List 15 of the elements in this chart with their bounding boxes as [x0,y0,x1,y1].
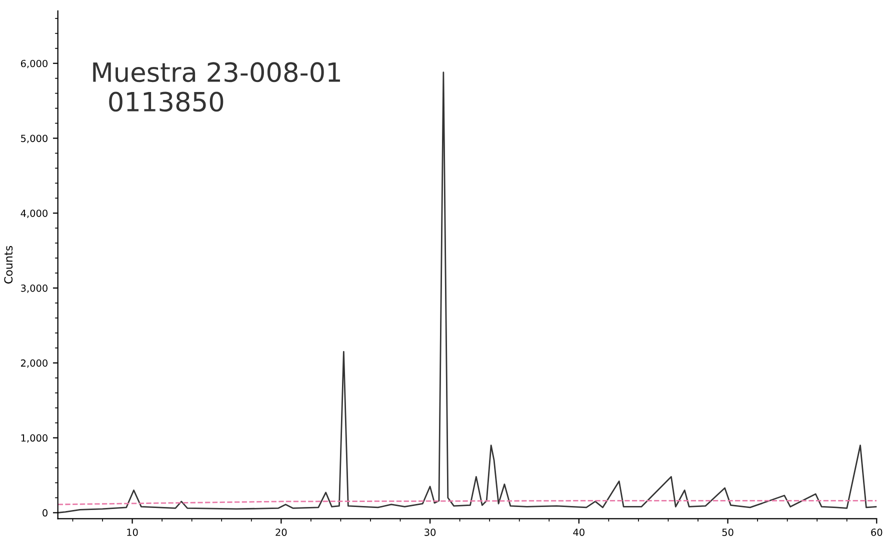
y-tick-label: 2,000 [21,359,48,368]
y-tick-label: 4,000 [20,210,48,218]
x-tick-label: 50 [722,528,734,536]
x-tick-label: 10 [127,528,138,536]
y-tick-label: 3,000 [21,284,48,293]
x-tick-label: 20 [276,528,287,536]
y-tick-label: 0 [42,509,48,517]
x-tick-label: 30 [424,528,436,536]
y-tick-label: 1,000 [21,434,48,443]
annotation: Muestra 23-008-01 0113850 [93,62,340,112]
y-axis-title: Counts [4,246,13,284]
x-tick-label: 40 [573,528,584,536]
y-tick-label: 6,000 [20,60,48,68]
y-tick-label: 5,000 [21,134,48,144]
x-tick-label: 60 [871,528,882,536]
